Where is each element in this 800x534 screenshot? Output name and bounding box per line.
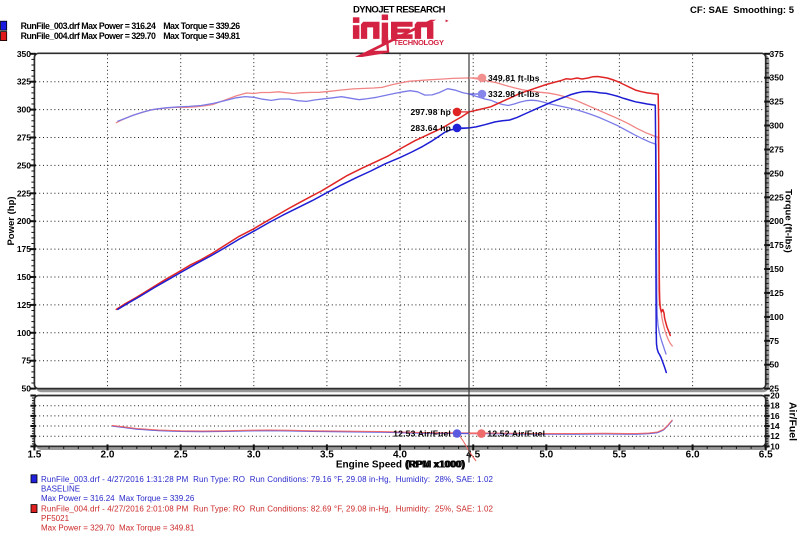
svg-text:125: 125 bbox=[770, 288, 784, 298]
svg-text:175: 175 bbox=[770, 240, 784, 250]
svg-text:CF: SAE Smoothing: 5: CF: SAE Smoothing: 5 bbox=[690, 5, 795, 16]
svg-text:75: 75 bbox=[22, 356, 32, 366]
svg-text:150: 150 bbox=[770, 264, 784, 274]
svg-text:20: 20 bbox=[770, 391, 780, 401]
svg-text:12.52 Air/Fuel: 12.52 Air/Fuel bbox=[487, 429, 545, 439]
svg-text:RunFile_003.drf Max Power = 31: RunFile_003.drf Max Power = 316.24 Max T… bbox=[21, 21, 241, 31]
svg-text:1.5: 1.5 bbox=[27, 449, 41, 460]
svg-text:100: 100 bbox=[770, 312, 784, 322]
svg-text:DYNOJET RESEARCH: DYNOJET RESEARCH bbox=[353, 5, 446, 16]
svg-text:325: 325 bbox=[770, 97, 784, 107]
svg-text:12: 12 bbox=[770, 431, 780, 441]
svg-text:350: 350 bbox=[770, 73, 784, 83]
svg-text:16: 16 bbox=[770, 411, 780, 421]
svg-text:3.0: 3.0 bbox=[247, 449, 261, 460]
svg-text:6.0: 6.0 bbox=[686, 449, 700, 460]
svg-text:6.5: 6.5 bbox=[759, 449, 773, 460]
svg-text:5.5: 5.5 bbox=[612, 449, 626, 460]
svg-text:75: 75 bbox=[770, 336, 780, 346]
svg-text:10: 10 bbox=[770, 441, 780, 451]
svg-text:125: 125 bbox=[17, 300, 31, 310]
svg-text:275: 275 bbox=[17, 133, 31, 143]
svg-text:Torque (ft-lbs): Torque (ft-lbs) bbox=[783, 189, 794, 253]
svg-text:300: 300 bbox=[770, 121, 784, 131]
svg-text:349.81 ft-lbs: 349.81 ft-lbs bbox=[488, 73, 540, 83]
svg-text:4.0: 4.0 bbox=[393, 449, 407, 460]
svg-text:Power (hp): Power (hp) bbox=[6, 196, 17, 245]
svg-text:283.64 hp: 283.64 hp bbox=[410, 123, 451, 133]
svg-text:Air/Fuel: Air/Fuel bbox=[787, 402, 799, 441]
svg-text:14: 14 bbox=[770, 421, 780, 431]
svg-text:297.98 hp: 297.98 hp bbox=[410, 107, 451, 117]
svg-text:300: 300 bbox=[17, 105, 31, 115]
svg-text:50: 50 bbox=[770, 360, 780, 370]
svg-text:250: 250 bbox=[17, 160, 31, 170]
svg-text:PF5021: PF5021 bbox=[41, 514, 70, 523]
svg-text:2.0: 2.0 bbox=[101, 449, 115, 460]
svg-text:200: 200 bbox=[17, 216, 31, 226]
svg-text:2.5: 2.5 bbox=[174, 449, 188, 460]
svg-text:Engine Speed (RPM x1000): Engine Speed (RPM x1000) bbox=[336, 460, 464, 471]
svg-text:4.5: 4.5 bbox=[466, 449, 480, 460]
svg-text:Max Power = 316.24 Max Torque: Max Power = 316.24 Max Torque = 339.26 bbox=[41, 494, 195, 503]
svg-text:100: 100 bbox=[17, 328, 31, 338]
svg-text:50: 50 bbox=[22, 384, 32, 394]
svg-text:225: 225 bbox=[770, 192, 784, 202]
svg-text:375: 375 bbox=[770, 49, 784, 59]
svg-text:200: 200 bbox=[770, 216, 784, 226]
svg-text:(RPM x1000): (RPM x1000) bbox=[406, 460, 465, 471]
svg-text:5.0: 5.0 bbox=[539, 449, 553, 460]
svg-text:3.5: 3.5 bbox=[320, 449, 334, 460]
svg-text:175: 175 bbox=[17, 244, 31, 254]
svg-text:250: 250 bbox=[770, 168, 784, 178]
svg-text:150: 150 bbox=[17, 272, 31, 282]
svg-text:275: 275 bbox=[770, 145, 784, 155]
svg-text:BASELINE: BASELINE bbox=[41, 484, 80, 493]
svg-text:TECHNOLOGY: TECHNOLOGY bbox=[394, 38, 445, 47]
svg-text:350: 350 bbox=[17, 49, 31, 59]
svg-text:RunFile_004.drf - 4/27/2016 2:: RunFile_004.drf - 4/27/2016 2:01:08 PM R… bbox=[41, 505, 494, 514]
svg-text:RunFile_003.drf - 4/27/2016 1:: RunFile_003.drf - 4/27/2016 1:31:28 PM R… bbox=[41, 475, 494, 484]
svg-text:25: 25 bbox=[770, 384, 780, 394]
svg-text:225: 225 bbox=[17, 188, 31, 198]
svg-text:RunFile_004.drf Max Power = 32: RunFile_004.drf Max Power = 329.70 Max T… bbox=[21, 31, 241, 41]
svg-text:325: 325 bbox=[17, 77, 31, 87]
svg-text:Max Power = 329.70 Max Torque: Max Power = 329.70 Max Torque = 349.81 bbox=[41, 524, 195, 533]
svg-text:12.53 Air/Fuel: 12.53 Air/Fuel bbox=[393, 429, 451, 439]
svg-text:18: 18 bbox=[770, 401, 780, 411]
svg-text:332.98 ft-lbs: 332.98 ft-lbs bbox=[488, 89, 540, 99]
